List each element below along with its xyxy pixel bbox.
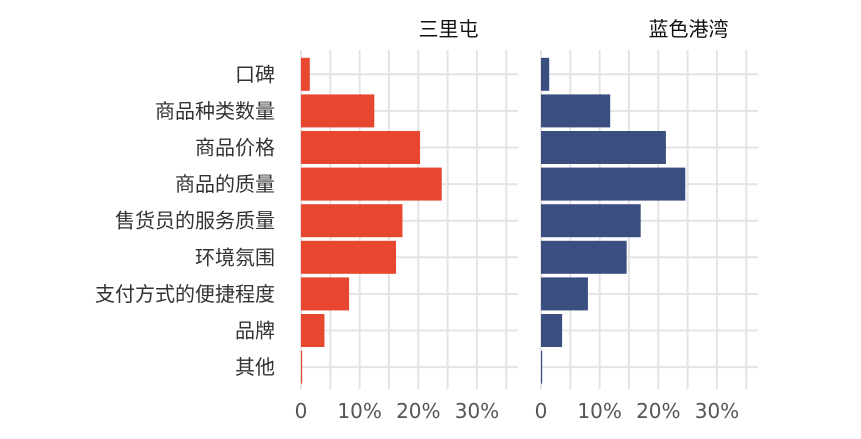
x-tick-label: 30% — [455, 399, 499, 423]
bar-series-1-item-1 — [301, 94, 375, 128]
bars-layer — [301, 57, 686, 384]
category-label-item-7: 品牌 — [235, 319, 275, 343]
bar-series-1-item-2 — [301, 131, 421, 164]
x-tick-label: 20% — [636, 399, 680, 423]
category-label-item-1: 商品种类数量 — [155, 99, 275, 123]
x-tick-label: 30% — [695, 399, 739, 423]
bar-series-1-item-5 — [301, 240, 397, 274]
bar-series-1-item-8 — [301, 350, 303, 384]
category-label-item-4: 售货员的服务质量 — [115, 209, 275, 233]
bar-series-1-item-4 — [301, 204, 403, 238]
x-tick-label: 0 — [295, 399, 308, 423]
bar-series-1-item-3 — [301, 167, 442, 201]
x-tick-label: 10% — [337, 399, 381, 423]
bar-series-1-item-7 — [301, 314, 325, 347]
facet-title-2: 蓝色港湾 — [649, 17, 729, 41]
bar-series-2-item-6 — [541, 277, 588, 311]
bar-series-2-item-0 — [541, 57, 550, 91]
bar-series-2-item-1 — [541, 94, 611, 128]
bar-series-1-item-6 — [301, 277, 350, 311]
bar-series-2-item-3 — [541, 167, 686, 201]
x-tick-label: 20% — [396, 399, 440, 423]
x-tick-label: 0 — [535, 399, 548, 423]
bar-series-2-item-8 — [541, 350, 543, 384]
bar-series-2-item-4 — [541, 204, 641, 238]
bar-series-1-item-0 — [301, 57, 310, 91]
category-label-item-5: 环境氛围 — [195, 245, 275, 269]
category-label-item-2: 商品价格 — [195, 136, 275, 160]
category-label-item-8: 其他 — [235, 355, 275, 379]
category-label-item-6: 支付方式的便捷程度 — [95, 282, 275, 306]
bar-series-2-item-7 — [541, 314, 563, 347]
category-label-item-0: 口碑 — [235, 62, 275, 86]
category-label-item-3: 商品的质量 — [175, 172, 275, 196]
labels-layer: 口碑商品种类数量商品价格商品的质量售货员的服务质量环境氛围支付方式的便捷程度品牌… — [95, 17, 739, 423]
bar-series-2-item-5 — [541, 240, 627, 274]
facet-title-1: 三里屯 — [419, 17, 479, 41]
bar-series-2-item-2 — [541, 131, 666, 164]
x-tick-label: 10% — [577, 399, 621, 423]
